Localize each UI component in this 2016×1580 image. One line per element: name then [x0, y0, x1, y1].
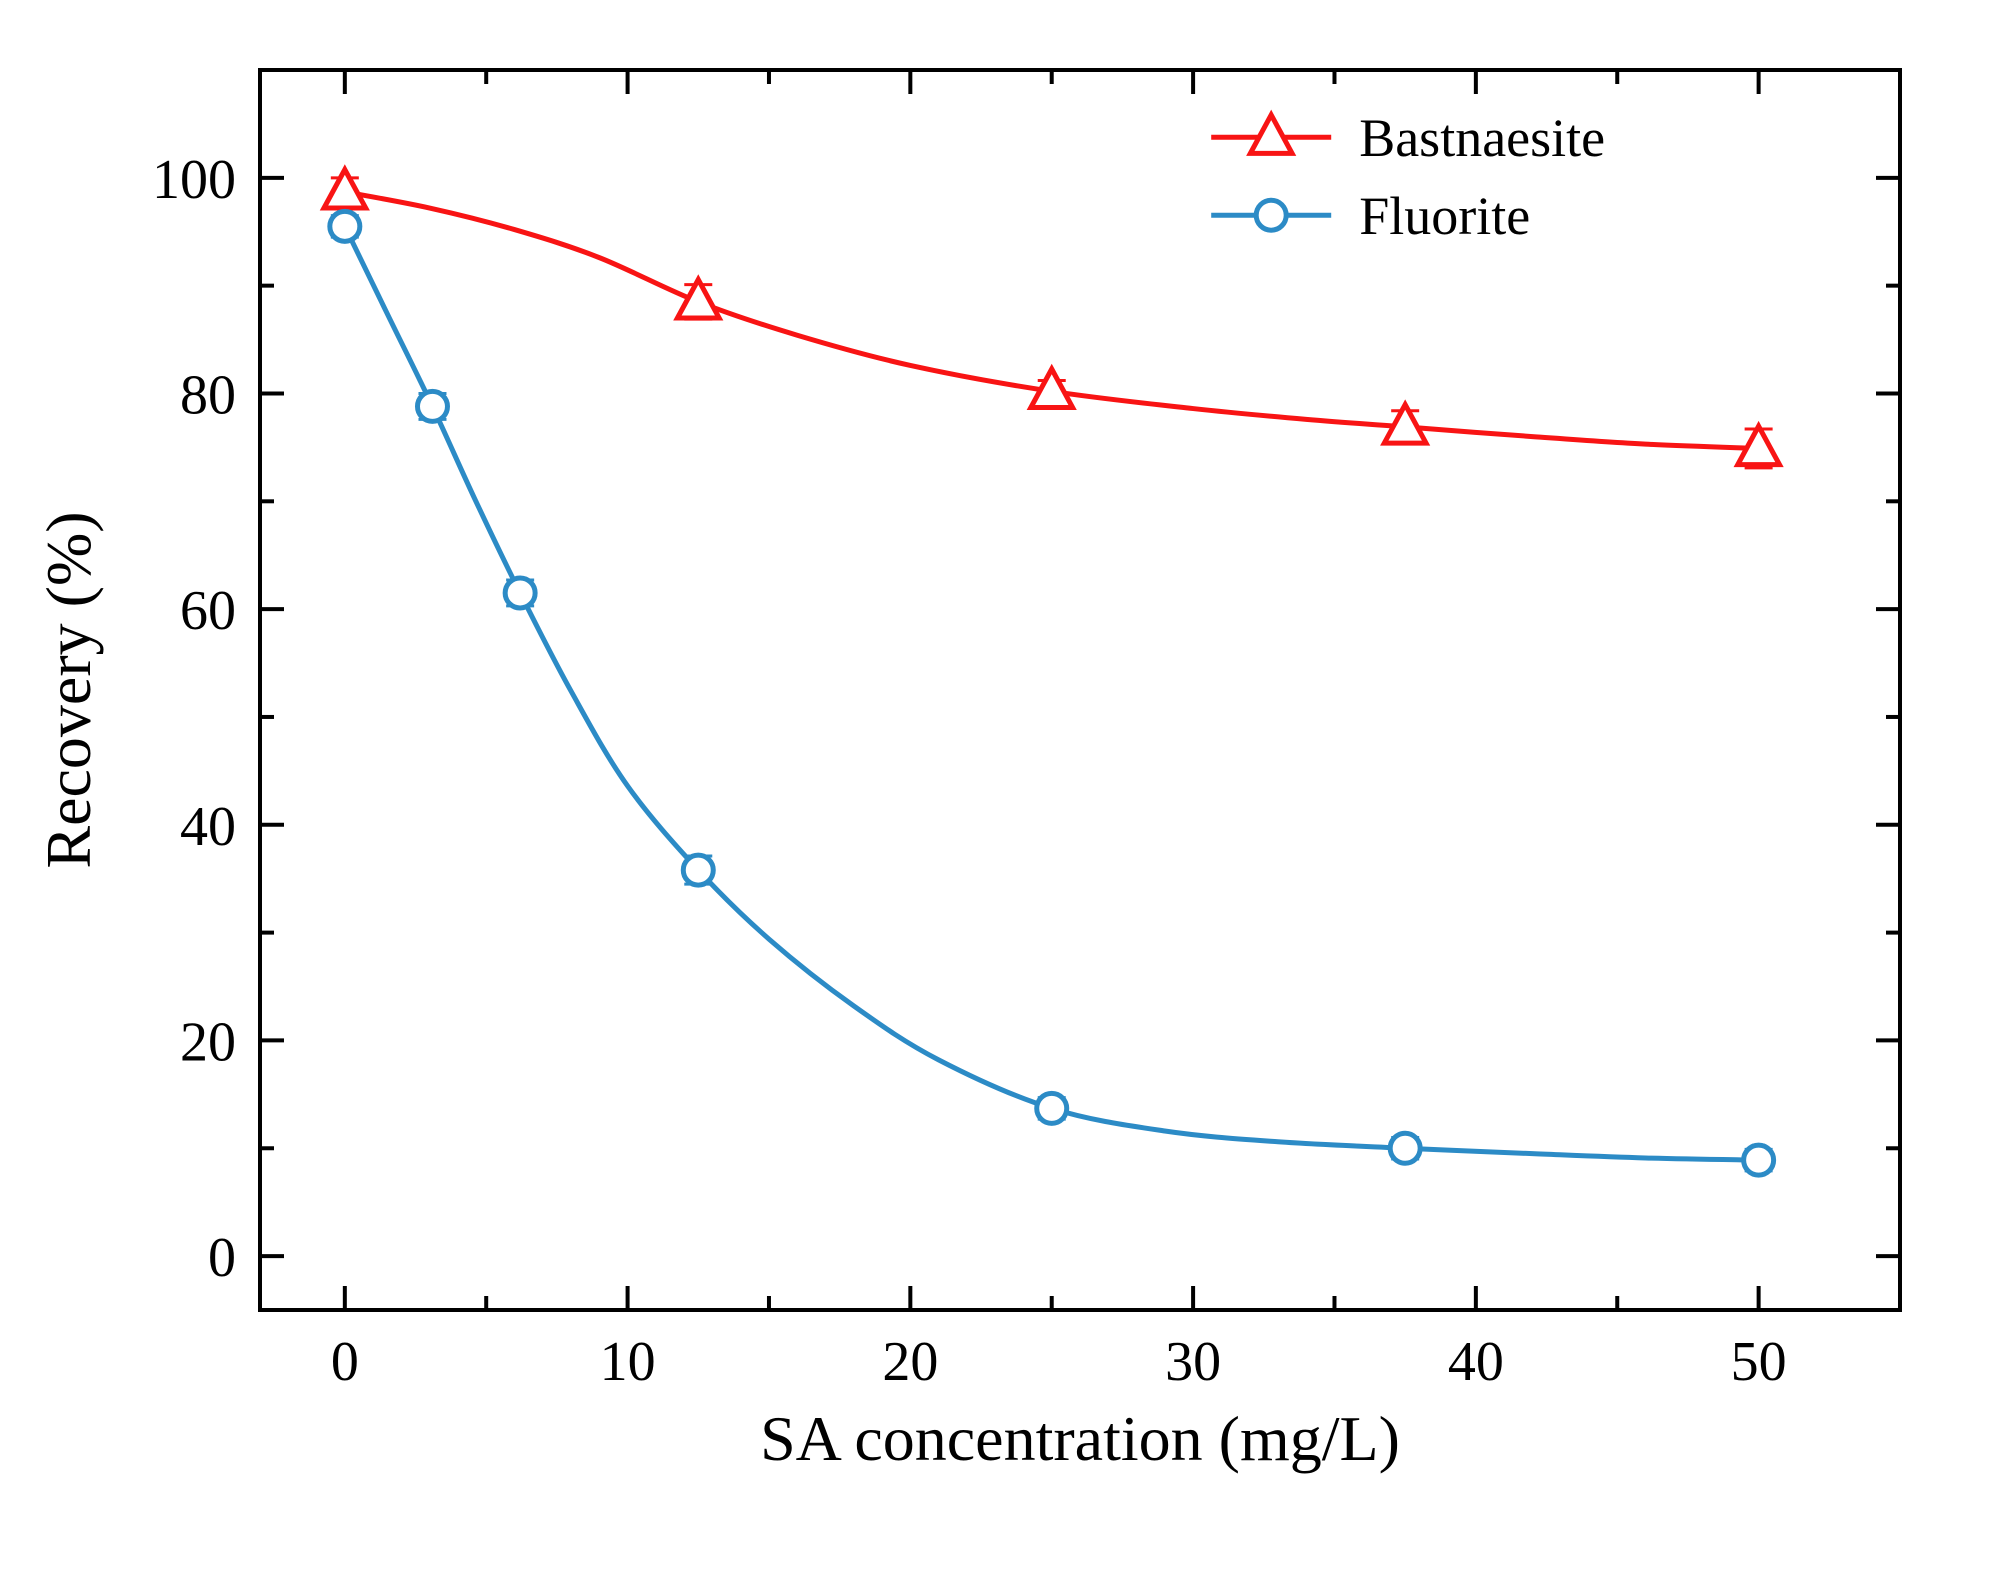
- svg-text:20: 20: [882, 1331, 938, 1393]
- recovery-chart: 0 10 20 30 40 50 0 20 40 60 80 100 SA concentration …: [0, 0, 2016, 1580]
- svg-text:40: 40: [180, 796, 236, 858]
- chart-svg: 0 10 20 30 40 50 0 20 40 60 80 100 SA concentration …: [0, 0, 2016, 1580]
- svg-text:10: 10: [600, 1331, 656, 1393]
- svg-text:20: 20: [180, 1011, 236, 1073]
- svg-text:40: 40: [1448, 1331, 1504, 1393]
- svg-text:0: 0: [331, 1331, 359, 1393]
- svg-text:30: 30: [1165, 1331, 1221, 1393]
- svg-text:Bastnaesite: Bastnaesite: [1359, 108, 1605, 168]
- svg-text:0: 0: [208, 1227, 236, 1289]
- svg-text:60: 60: [180, 580, 236, 642]
- svg-text:80: 80: [180, 364, 236, 426]
- svg-text:50: 50: [1731, 1331, 1787, 1393]
- svg-text:SA concentration (mg/L): SA concentration (mg/L): [760, 1403, 1400, 1474]
- svg-text:100: 100: [152, 149, 236, 211]
- svg-text:Fluorite: Fluorite: [1359, 186, 1530, 246]
- svg-text:Recovery (%): Recovery (%): [33, 511, 104, 868]
